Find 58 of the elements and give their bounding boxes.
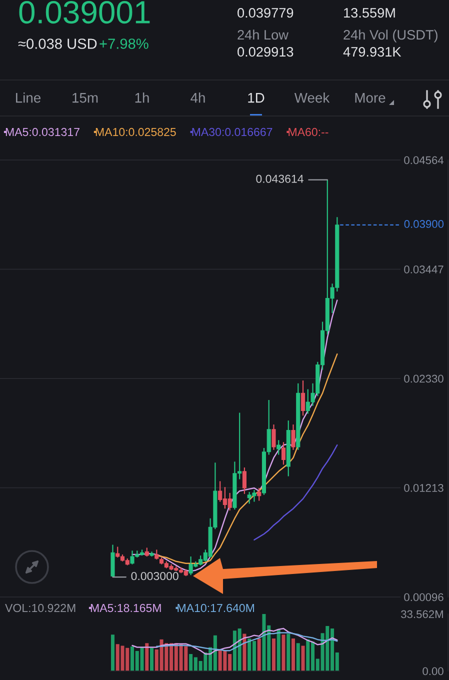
text: 24h Low — [238, 30, 288, 40]
legend-label: MA30:0.016667 — [192, 128, 272, 136]
y-tick-label: 0.01213 — [404, 484, 444, 492]
line-series — [254, 444, 338, 541]
annotation: 0.043614 — [256, 174, 304, 183]
legend-label: MA60:-- — [288, 128, 328, 136]
candlestick — [300, 380, 306, 416]
text: 15m — [72, 93, 98, 103]
candlestick — [276, 440, 281, 456]
text: 0.039779 — [238, 8, 294, 18]
text: ≈0.038 USD — [18, 38, 97, 49]
text: 479.931K — [343, 47, 402, 57]
candlestick — [154, 549, 159, 560]
bar — [291, 638, 296, 671]
bar — [242, 634, 246, 671]
text: VOL:10.922M — [5, 604, 76, 612]
y-tick-label: 0.00 — [422, 667, 444, 676]
legend-label: MA5:18.165M — [90, 604, 161, 612]
bar — [150, 648, 154, 671]
legend-label: MA10:17.640M — [178, 604, 254, 612]
bar — [301, 646, 305, 671]
text: 0.029913 — [238, 47, 294, 57]
legend-label: MA10:0.025825 — [96, 128, 176, 136]
text: 4h — [190, 92, 205, 103]
candlestick — [257, 487, 262, 502]
line-series — [132, 300, 338, 572]
candlestick — [291, 424, 296, 450]
bar — [257, 638, 261, 671]
text: Week — [294, 92, 330, 103]
y-tick-label: 0.04564 — [404, 156, 444, 164]
bar — [276, 629, 280, 671]
y-tick-label: 0.00096 — [404, 593, 444, 602]
bar — [272, 638, 276, 671]
bar — [145, 643, 149, 671]
candlestick — [281, 442, 286, 466]
candlestick — [110, 544, 115, 578]
text: 1D — [248, 93, 264, 103]
bar — [110, 634, 114, 671]
text: +7.98% — [100, 38, 148, 49]
candlestick — [272, 424, 276, 450]
text: More — [355, 93, 386, 103]
bar — [296, 643, 300, 671]
line-series — [156, 632, 338, 652]
bar — [286, 634, 290, 671]
y-tick-label: 0.02330 — [404, 374, 444, 383]
text: 1h — [135, 92, 149, 103]
y-tick-label: 0.03447 — [404, 266, 444, 274]
candlestick — [242, 466, 246, 494]
text: 24h Vol (USDT) — [344, 30, 438, 42]
annotation: 0.003000 — [131, 572, 178, 580]
text: Line — [16, 92, 41, 103]
text: 13.559M — [344, 8, 395, 18]
text: 0.039001 — [19, 0, 150, 24]
y-tick-label: 33.562M — [401, 610, 443, 618]
legend-label: MA5:0.031317 — [6, 128, 80, 136]
ref-line-label: 0.03900 — [404, 220, 444, 228]
bar — [282, 634, 286, 671]
line-series — [132, 628, 338, 655]
